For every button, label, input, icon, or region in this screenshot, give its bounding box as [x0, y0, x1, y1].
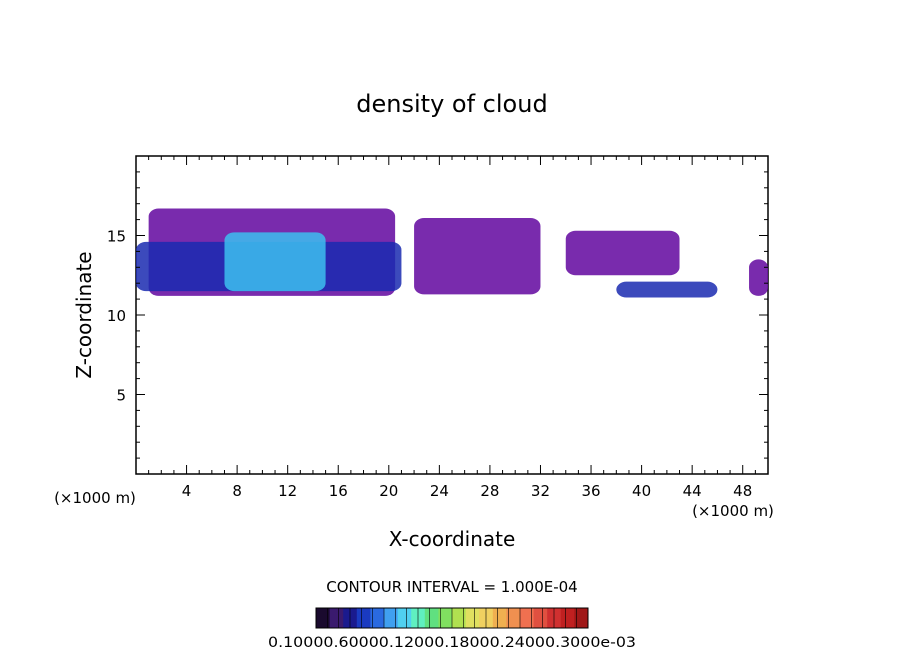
colorbar-swatch	[424, 608, 439, 628]
colorbar-labels: 0.10000.60000.12000.18000.24000.3000e-03	[268, 635, 636, 651]
colorbar-frame	[315, 607, 589, 629]
x-axis-label: X-coordinate	[389, 527, 516, 551]
x-tick-label: 44	[683, 482, 702, 500]
colorbar-swatch	[316, 608, 331, 628]
colorbar-swatch	[370, 608, 385, 628]
cloud-region	[616, 281, 718, 298]
colorbar-swatch	[465, 608, 480, 628]
colorbar-swatch	[520, 608, 535, 628]
plot-area	[135, 155, 769, 475]
cloud-region	[224, 232, 326, 292]
plot-frame	[135, 155, 769, 475]
colorbar-swatch	[574, 608, 589, 628]
colorbar-swatch	[452, 608, 467, 628]
x-tick-label: 16	[329, 482, 348, 500]
x-tick-label: 8	[232, 482, 242, 500]
cloud-region	[414, 218, 541, 295]
y-tick-label: 15	[107, 228, 126, 246]
x-unit-left: (×1000 m)	[54, 489, 136, 507]
colorbar-swatch	[356, 608, 371, 628]
cloud-region	[749, 259, 768, 296]
x-tick-label: 20	[379, 482, 398, 500]
x-tick-label: 32	[531, 482, 550, 500]
y-tick-label: 5	[116, 387, 126, 405]
x-tick-labels: 4 8 12 16 20 24 28 32 36 40 44 48	[182, 482, 752, 500]
colorbar	[315, 607, 589, 629]
colorbar-swatch	[438, 608, 453, 628]
x-tick-label: 28	[480, 482, 499, 500]
colorbar-swatch	[560, 608, 575, 628]
x-tick-label: 4	[182, 482, 192, 500]
x-unit-right: (×1000 m)	[692, 502, 774, 520]
chart-title: density of cloud	[356, 90, 547, 118]
x-tick-label: 24	[430, 482, 449, 500]
x-tick-label: 48	[733, 482, 752, 500]
colorbar-swatch	[506, 608, 521, 628]
colorbar-swatch	[397, 608, 412, 628]
y-tick-label: 10	[107, 307, 126, 325]
colorbar-swatch	[384, 608, 399, 628]
x-tick-label: 12	[278, 482, 297, 500]
cloud-region	[565, 230, 680, 276]
ticks-layer	[136, 156, 768, 474]
colorbar-swatch	[329, 608, 344, 628]
x-tick-label: 40	[632, 482, 651, 500]
cloud-layer	[136, 208, 768, 298]
colorbar-swatch	[533, 608, 548, 628]
colorbar-swatch	[492, 608, 507, 628]
y-axis-label: Z-coordinate	[72, 251, 96, 378]
y-tick-labels: 5 10 15	[107, 228, 126, 405]
contour-interval-label: CONTOUR INTERVAL = 1.000E-04	[326, 578, 577, 596]
x-tick-label: 36	[581, 482, 600, 500]
